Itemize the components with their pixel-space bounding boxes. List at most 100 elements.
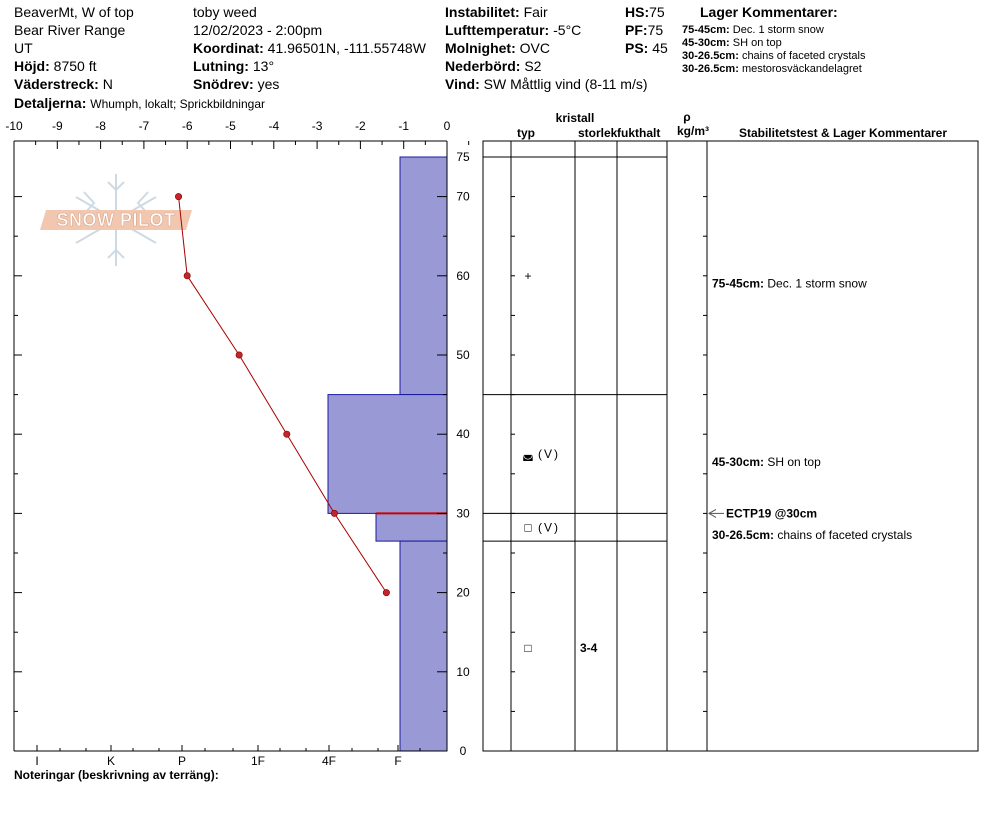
depth-tick-label: 60	[456, 269, 470, 283]
hardness-layer	[327, 394, 448, 514]
aspect-value: N	[102, 76, 113, 92]
x-tick-label: -5	[225, 119, 236, 133]
crystal-type-suffix: (V)	[538, 447, 560, 461]
x-tick-label: -9	[52, 119, 63, 133]
temperature-profile	[175, 193, 390, 597]
comment-text: Dec. 1 storm snow	[767, 277, 867, 291]
comment-range: 45-30cm:	[712, 455, 767, 469]
elevation-label: Höjd:	[14, 58, 50, 74]
x-tick-label: -10	[5, 119, 23, 133]
hardness-layer	[399, 540, 448, 752]
logo-text: SNOW PILOT	[57, 210, 176, 230]
aspect-label: Väderstreck:	[14, 76, 99, 92]
coordinate-label: Koordinat:	[193, 40, 264, 56]
stability-comment: 30-26.5cm: chains of faceted crystals	[712, 528, 912, 542]
x-tick-label: -8	[95, 119, 106, 133]
details-value: Whumph, lokalt; Sprickbildningar	[90, 97, 265, 111]
stability-header: Stabilitetstest & Lager Kommentarer	[739, 126, 947, 140]
hardness-label: 1F	[251, 754, 265, 768]
depth-tick-label: 50	[456, 348, 470, 362]
air-temp-value: -5°C	[553, 22, 582, 38]
temperature-point	[175, 193, 183, 201]
hardness-layers	[327, 156, 448, 752]
hardness-label: F	[394, 754, 401, 768]
air-temp-label: Lufttemperatur:	[445, 22, 550, 38]
hardness-label: K	[107, 754, 115, 768]
layer-table: + ◛ (V) □ (V) □ 3-4 75-45cm: Dec. 1 storm snow 4…	[482, 140, 979, 752]
depth-tick-label: 75	[456, 150, 470, 164]
depth-tick-label: 40	[456, 427, 470, 441]
layer-comment: 30-26.5cm: chains of faceted crystals	[682, 50, 866, 62]
type-header: typ	[517, 126, 535, 140]
slope-value: 13°	[252, 58, 275, 74]
temperature-point	[283, 430, 291, 438]
comment-range: 75-45cm:	[712, 277, 767, 291]
snowpilot-logo: SNOW PILOT	[40, 210, 192, 230]
depth-tick-label: 0	[460, 744, 467, 758]
state: UT	[14, 40, 33, 56]
temperature-point	[183, 272, 191, 280]
grain-size: 3-4	[580, 641, 598, 655]
instability-label: Instabilitet:	[445, 4, 520, 20]
depth-tick-label: 10	[456, 665, 470, 679]
size-header: storlek	[578, 126, 618, 140]
depth-axis: 75 70 60 50 40 30 20 10 0	[14, 150, 470, 758]
comment-text: SH on top	[767, 455, 821, 469]
layer-comment: 30-26.5cm: mestorosväckandelagret	[682, 63, 862, 75]
comment-range: 30-26.5cm:	[712, 528, 777, 542]
layer-comments-title: Lager Kommentarer:	[700, 4, 838, 20]
comment-text: chains of faceted crystals	[777, 528, 912, 542]
drift-value: yes	[257, 76, 280, 92]
crystal-header: kristall	[556, 111, 595, 125]
hardness-layer	[375, 512, 448, 542]
precip-value: S2	[524, 58, 542, 74]
datetime: 12/02/2023 - 2:00pm	[193, 22, 323, 38]
x-tick-label: -7	[139, 119, 150, 133]
crystal-type-symbol: +	[524, 269, 531, 283]
x-tick-label: -2	[355, 119, 366, 133]
hardness-label: I	[35, 754, 38, 768]
test-arrow-head	[707, 508, 717, 518]
stability-comment: 45-30cm: SH on top	[712, 455, 821, 469]
slope-label: Lutning:	[193, 58, 249, 74]
depth-tick-label: 20	[456, 586, 470, 600]
depth-tick-label: 30	[456, 506, 470, 520]
wind-label: Vind:	[445, 76, 480, 92]
table-border	[482, 140, 979, 752]
location: BeaverMt, W of top	[14, 4, 134, 20]
hardness-axis: I K P 1F 4F F	[35, 745, 421, 768]
coordinate-value: 41.96501N, -111.55748W	[267, 40, 426, 56]
hs-label: HS:	[625, 4, 650, 20]
observer: toby weed	[193, 4, 257, 20]
x-tick-label: 0	[444, 119, 451, 133]
notes-label: Noteringar (beskrivning av terräng):	[14, 768, 219, 782]
stability-comment: 75-45cm: Dec. 1 storm snow	[712, 277, 867, 291]
stability-test-result: ECTP19 @30cm	[726, 506, 817, 520]
temperature-point	[382, 589, 390, 597]
temperature-point	[235, 351, 243, 359]
density-symbol: ρ	[683, 110, 690, 124]
drift-label: Snödrev:	[193, 76, 254, 92]
x-tick-label: -3	[312, 119, 323, 133]
layer-comment: 75-45cm: Dec. 1 storm snow	[682, 24, 824, 36]
density-unit: kg/m³	[677, 124, 709, 138]
temperature-point	[330, 509, 338, 517]
crystal-type-symbol: □	[524, 520, 531, 534]
ps-label: PS:	[625, 40, 649, 56]
pf-label: PF:	[625, 22, 648, 38]
layer-comment: 45-30cm: SH on top	[682, 37, 782, 49]
mountain-range: Bear River Range	[14, 22, 126, 38]
pf-value: 75	[647, 22, 664, 38]
x-tick-label: -6	[182, 119, 193, 133]
temperature-line	[178, 196, 387, 593]
crystal-type-suffix: (V)	[538, 520, 560, 534]
sky-value: OVC	[519, 40, 550, 56]
temperature-axis: -10 -9 -8 -7 -6 -5 -4 -3 -2 -1 0	[5, 119, 470, 149]
instability-value: Fair	[523, 4, 548, 20]
hardness-label: 4F	[322, 754, 336, 768]
sky-label: Molnighet:	[445, 40, 516, 56]
hs-value: 75	[649, 4, 665, 20]
hardness-label: P	[178, 754, 186, 768]
precip-label: Nederbörd:	[445, 58, 521, 74]
